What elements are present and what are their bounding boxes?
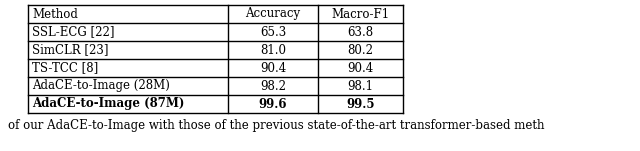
Text: 98.2: 98.2 — [260, 79, 286, 93]
Text: 63.8: 63.8 — [348, 26, 374, 39]
Text: 90.4: 90.4 — [260, 61, 286, 74]
Text: 99.5: 99.5 — [346, 98, 375, 111]
Text: Method: Method — [32, 8, 78, 21]
Text: AdaCE-to-Image (87M): AdaCE-to-Image (87M) — [32, 98, 184, 111]
Text: 90.4: 90.4 — [348, 61, 374, 74]
Text: 81.0: 81.0 — [260, 43, 286, 56]
Text: Accuracy: Accuracy — [245, 8, 301, 21]
Text: SSL-ECG [22]: SSL-ECG [22] — [32, 26, 115, 39]
Text: SimCLR [23]: SimCLR [23] — [32, 43, 109, 56]
Text: 98.1: 98.1 — [348, 79, 374, 93]
Text: of our AdaCE-to-Image with those of the previous state-of-the-art transformer-ba: of our AdaCE-to-Image with those of the … — [8, 119, 545, 132]
Text: TS-TCC [8]: TS-TCC [8] — [32, 61, 99, 74]
Text: 65.3: 65.3 — [260, 26, 286, 39]
Text: Macro-F1: Macro-F1 — [332, 8, 390, 21]
Text: AdaCE-to-Image (28M): AdaCE-to-Image (28M) — [32, 79, 170, 93]
Text: 99.6: 99.6 — [259, 98, 287, 111]
Text: 80.2: 80.2 — [348, 43, 374, 56]
